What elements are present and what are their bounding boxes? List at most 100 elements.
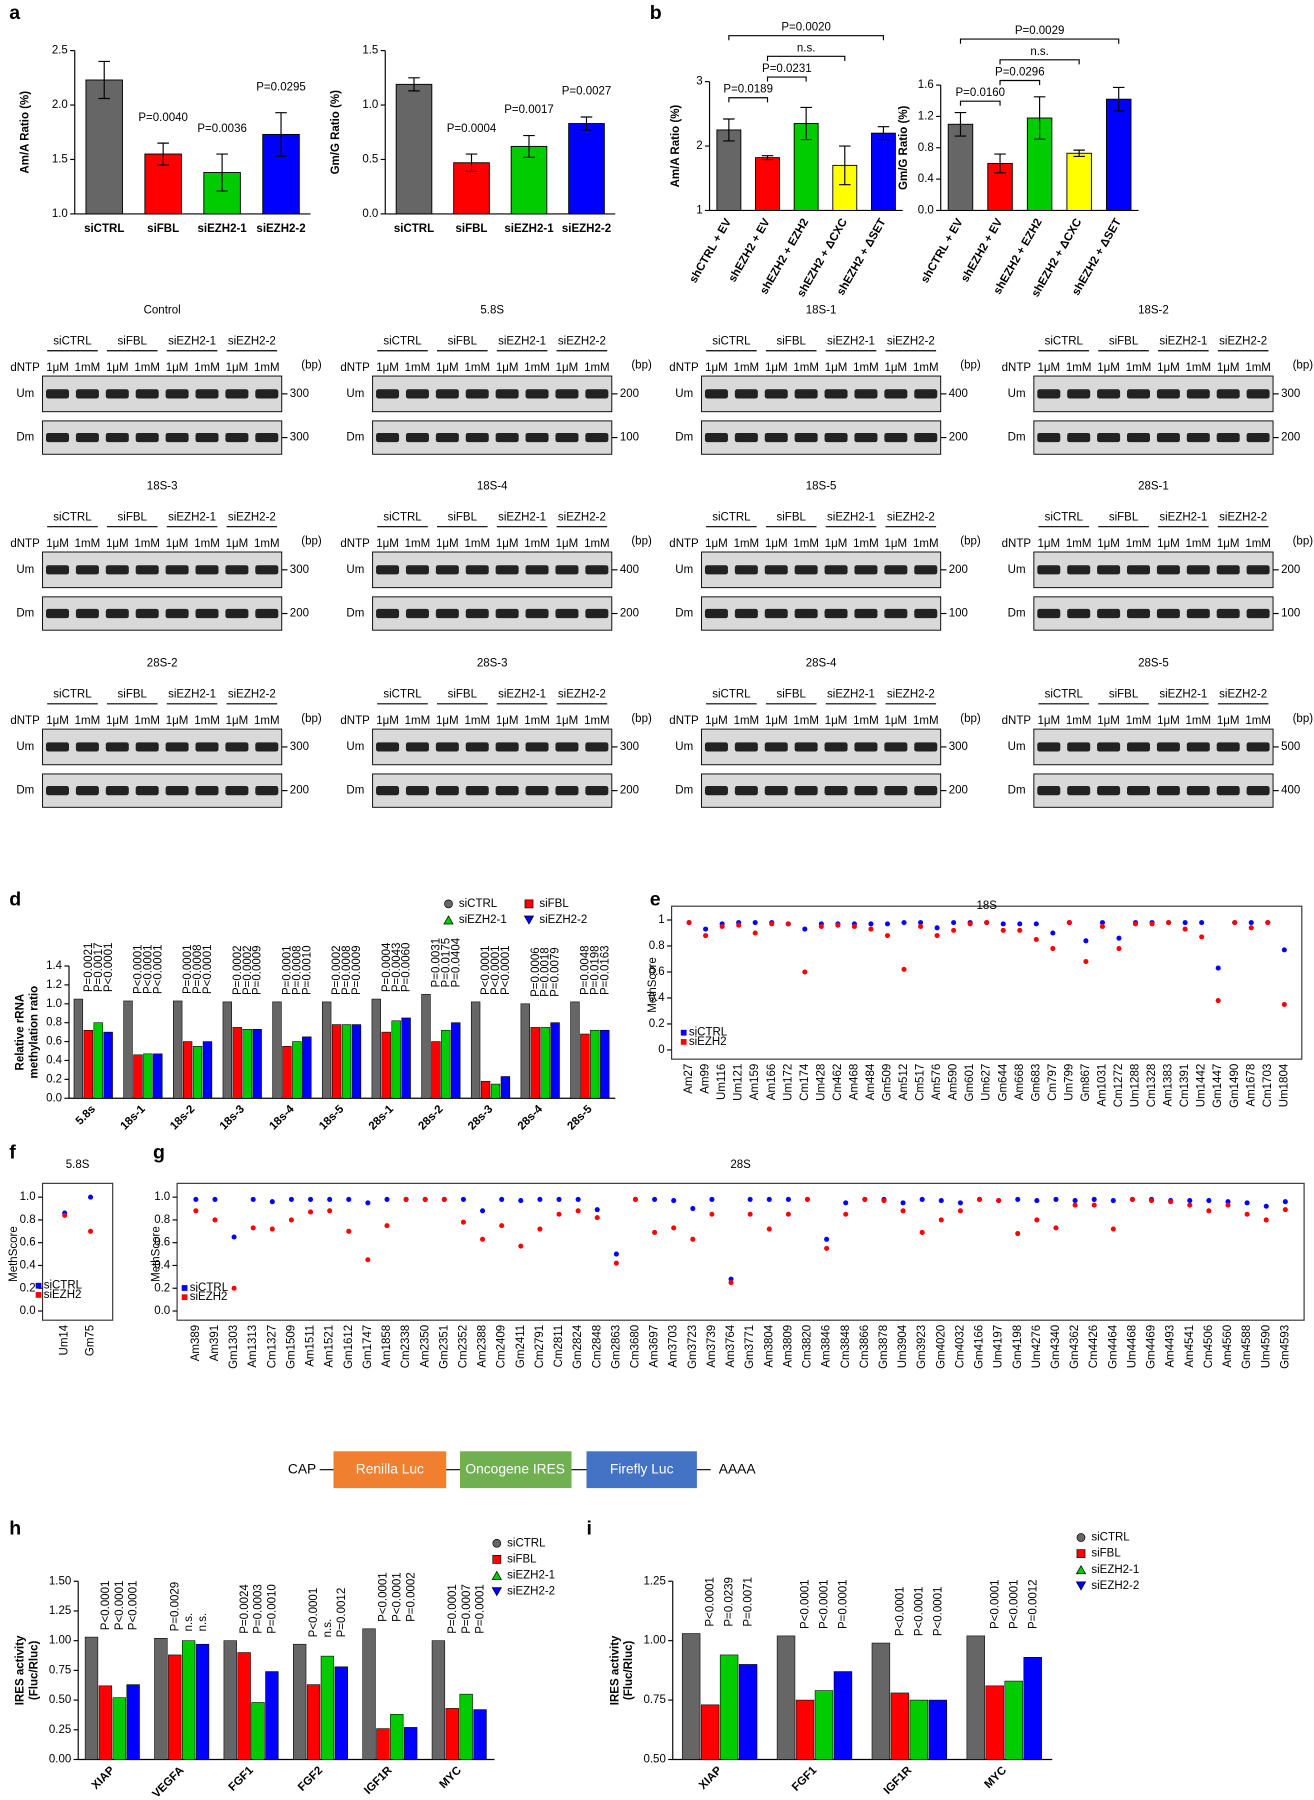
gel-group: siFBL (1109, 336, 1139, 348)
dot (212, 1196, 218, 1202)
gel-unit: (bp) (1293, 536, 1314, 548)
y-tick-label: 1.2 (918, 110, 934, 122)
gel-band (376, 389, 400, 399)
bar (123, 1000, 133, 1099)
gel-marker: 200 (1281, 564, 1300, 576)
gel-unit: (bp) (301, 713, 322, 725)
bar (833, 1671, 853, 1760)
gel-marker: 200 (949, 564, 968, 576)
dot (88, 1228, 94, 1234)
x-tick-label: Am2388 (477, 1325, 489, 1368)
gel-conc: 1mM (75, 362, 101, 374)
p-value: P=0.0001 (447, 1584, 459, 1634)
dot (881, 1198, 887, 1204)
x-tick-label: Gm2351 (438, 1325, 450, 1369)
x-tick-label: XIAP (90, 1764, 118, 1792)
gel-conc: 1mM (464, 715, 490, 727)
gel-group: siEZH2-1 (827, 512, 875, 524)
dot (1182, 920, 1188, 926)
bar (306, 1684, 321, 1760)
bar (103, 1031, 113, 1099)
gel-unit: (bp) (960, 713, 981, 725)
x-tick-label: Cm1328 (1146, 1064, 1158, 1107)
dot (1099, 920, 1105, 926)
gel-unit: (bp) (301, 360, 322, 372)
gel-dntp: dNTP (340, 715, 370, 727)
gel-band (1186, 432, 1210, 443)
x-tick-label: Am3846 (821, 1325, 833, 1368)
gel-band (435, 432, 459, 443)
bar (112, 1697, 126, 1760)
gel-band (585, 565, 609, 575)
gel-band (914, 389, 938, 399)
gel-marker: 200 (620, 608, 639, 620)
gel-conc: 1mM (194, 715, 220, 727)
dot (1017, 927, 1023, 933)
x-tick-label: Um3904 (897, 1324, 909, 1368)
dot (957, 1200, 963, 1206)
x-tick-label: Am3804 (763, 1324, 775, 1367)
p-value: P<0.0001 (480, 945, 492, 995)
p-value: P=0.0009 (252, 945, 264, 995)
gel-group: siFBL (776, 512, 806, 524)
gel-conc: 1mM (1066, 715, 1092, 727)
y-tick-label: 0.6 (649, 966, 665, 978)
dot (752, 930, 758, 936)
gel-conc: 1mM (75, 538, 101, 550)
gel-conc: 1mM (1066, 362, 1092, 374)
p-value: P<0.0001 (391, 1572, 403, 1622)
bar (716, 129, 742, 211)
p-value: P=0.0036 (197, 123, 247, 135)
gel-conc: 1mM (1186, 362, 1212, 374)
legend-swatch (523, 915, 535, 925)
x-tick-label: Cm2409 (496, 1325, 508, 1368)
gel-conc: 1μM (376, 362, 399, 374)
bar (421, 994, 431, 1099)
p-value: P<0.0001 (819, 1579, 831, 1629)
gel-band (884, 432, 908, 443)
gel-conc: 1mM (524, 715, 550, 727)
gel-group: siEZH2-1 (498, 512, 546, 524)
x-tick-label: Am166 (766, 1064, 778, 1100)
gel-marker: 200 (290, 608, 309, 620)
x-tick-label: Cm2811 (553, 1325, 565, 1368)
dot (951, 927, 957, 933)
gel-band (1246, 608, 1270, 619)
gel-conc: 1mM (524, 538, 550, 550)
gel-conc: 1mM (1126, 538, 1152, 550)
dot (1015, 1231, 1021, 1237)
dot (193, 1208, 199, 1214)
gel-band (824, 389, 848, 399)
gel-unit: (bp) (960, 360, 981, 372)
gel-conc: 1mM (584, 538, 610, 550)
x-tick-label: siEZH2-1 (504, 223, 554, 235)
gel-conc: 1μM (46, 715, 69, 727)
gel-band (764, 608, 788, 619)
gel-band (1127, 786, 1150, 796)
bar (292, 1041, 302, 1099)
bar (473, 1709, 487, 1760)
gel-conc: 1μM (1217, 538, 1240, 550)
bar (490, 1083, 501, 1099)
gel-band (105, 608, 129, 619)
x-tick-label: Am27 (683, 1064, 695, 1094)
gel-band (75, 389, 99, 399)
gel-band (1097, 432, 1121, 443)
gel-conc: 1mM (134, 362, 160, 374)
y-tick-label: 0.6 (46, 1036, 62, 1048)
error-bar (800, 106, 812, 141)
gel-band (135, 786, 159, 796)
gel-group: siFBL (448, 512, 478, 524)
gel-conc: 1μM (1157, 362, 1180, 374)
dot (747, 1211, 753, 1217)
construct-element: Renilla Luc (356, 1461, 424, 1476)
y-tick-label: 0.2 (46, 1073, 62, 1085)
y-tick-label: 1.0 (52, 208, 68, 220)
gel-conc: 1μM (1097, 715, 1120, 727)
bar (459, 1693, 473, 1760)
bar (870, 132, 896, 211)
x-tick-label: FGF2 (296, 1764, 325, 1793)
x-tick-label: Cm1703 (1262, 1064, 1274, 1107)
construct-box (586, 1451, 697, 1489)
gel-dntp: dNTP (669, 362, 699, 374)
